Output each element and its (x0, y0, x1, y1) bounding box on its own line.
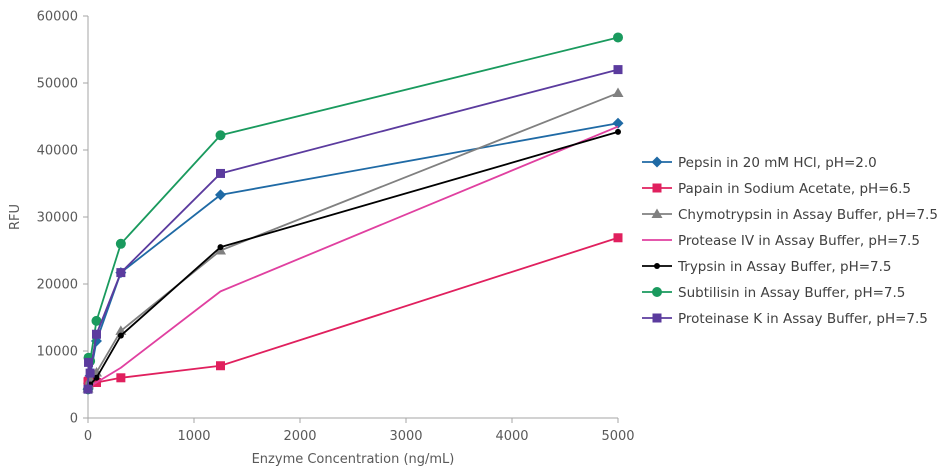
legend-marker (652, 183, 662, 193)
legend-label: Pepsin in 20 mM HCl, pH=2.0 (678, 155, 877, 171)
x-axis-title: Enzyme Concentration (ng/mL) (252, 452, 455, 467)
series-6 (83, 32, 623, 395)
legend-label: Trypsin in Assay Buffer, pH=7.5 (677, 259, 892, 275)
data-point (215, 189, 226, 201)
data-point (116, 373, 126, 383)
axes: 0 10000 20000 30000 40000 50000 60000 0 1000 2000… (37, 10, 635, 445)
series-line (87, 68, 619, 390)
data-point (117, 332, 124, 339)
x-tick-label: 1000 (177, 429, 210, 444)
y-tick-label: 50000 (37, 77, 78, 92)
y-tick-label: 10000 (37, 345, 78, 360)
data-point (216, 361, 225, 371)
data-point (612, 87, 624, 98)
x-tick-label: 4000 (495, 429, 528, 444)
data-point (613, 233, 623, 243)
legend-label: Papain in Sodium Acetate, pH=6.5 (678, 181, 911, 197)
data-point (85, 368, 95, 378)
y-tick-label: 30000 (37, 211, 78, 226)
legend-marker (652, 313, 662, 323)
data-point (217, 244, 224, 251)
x-tick-label: 5000 (601, 429, 634, 444)
data-point (84, 357, 94, 367)
legend-marker (652, 287, 662, 297)
series-5 (85, 128, 621, 393)
data-point (83, 384, 93, 394)
series-7 (83, 65, 623, 394)
legend-label: Subtilisin in Assay Buffer, pH=7.5 (678, 285, 905, 301)
data-point (115, 238, 126, 249)
series-4 (87, 125, 619, 390)
y-axis-title: RFU (8, 204, 23, 230)
data-point (93, 374, 100, 381)
y-tick-label: 60000 (37, 10, 78, 25)
legend-marker (651, 208, 663, 218)
data-point (91, 329, 101, 339)
data-point (91, 315, 102, 326)
data-point (215, 130, 226, 141)
legend-item: Pepsin in 20 mM HCl, pH=2.0 (642, 155, 877, 171)
legend-item: Chymotrypsin in Assay Buffer, pH=7.5 (642, 207, 938, 223)
data-point (612, 117, 624, 129)
series-line (87, 236, 619, 384)
legend-marker (654, 263, 660, 269)
series-layer (82, 32, 624, 395)
y-tick-label: 0 (70, 412, 78, 427)
series-line (87, 125, 619, 390)
y-tick-label: 20000 (37, 278, 78, 293)
legend-item: Papain in Sodium Acetate, pH=6.5 (642, 181, 911, 197)
data-point (613, 65, 623, 75)
legend-label: Protease IV in Assay Buffer, pH=7.5 (678, 233, 920, 249)
data-point (615, 128, 621, 135)
legend-item: Protease IV in Assay Buffer, pH=7.5 (642, 233, 920, 249)
y-tick-label: 40000 (37, 144, 78, 159)
x-tick-label: 0 (84, 429, 92, 444)
data-point (613, 32, 623, 43)
x-tick-label: 3000 (389, 429, 422, 444)
legend-item: Subtilisin in Assay Buffer, pH=7.5 (642, 285, 905, 301)
data-point (116, 268, 126, 278)
data-point (216, 168, 225, 178)
x-tick-label: 2000 (283, 429, 316, 444)
legend-marker (651, 156, 663, 168)
legend-label: Proteinase K in Assay Buffer, pH=7.5 (678, 311, 928, 327)
series-line (87, 122, 619, 390)
legend: Pepsin in 20 mM HCl, pH=2.0 Papain in Sod… (642, 155, 938, 327)
legend-item: Proteinase K in Assay Buffer, pH=7.5 (642, 311, 928, 327)
series-2 (83, 233, 623, 387)
legend-label: Chymotrypsin in Assay Buffer, pH=7.5 (678, 207, 938, 223)
legend-item: Trypsin in Assay Buffer, pH=7.5 (642, 259, 892, 275)
series-1 (82, 117, 624, 395)
